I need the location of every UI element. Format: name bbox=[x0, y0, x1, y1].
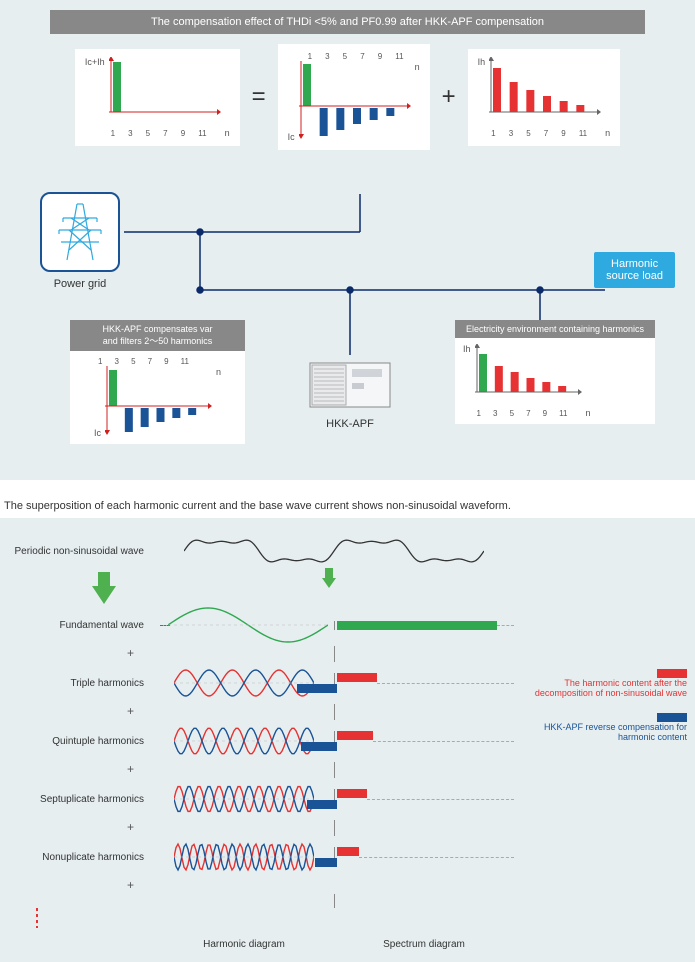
panel-title: The compensation effect of THDi <5% and … bbox=[50, 10, 645, 34]
legend-item: HKK-APF reverse compensation for harmoni… bbox=[527, 712, 687, 742]
apf-device-icon bbox=[300, 355, 400, 415]
harmonic-waveform bbox=[154, 784, 334, 814]
spectrum-cell bbox=[334, 847, 514, 867]
harmonic-row: Fundamental wave bbox=[14, 604, 681, 646]
spectrum-bar-comp bbox=[297, 684, 337, 693]
spectrum-cell bbox=[334, 731, 514, 751]
spectrum-bar bbox=[337, 789, 367, 798]
harmonic-waveform bbox=[154, 668, 334, 698]
plus-separator: + bbox=[14, 704, 154, 720]
sub-chart-right-title: Electricity environment containing harmo… bbox=[455, 320, 655, 338]
network-diagram: Power grid Harmonicsource load HKK-APF c… bbox=[10, 170, 685, 470]
legend-swatch bbox=[657, 713, 687, 722]
chart-harmonics: Ih1357911n bbox=[468, 49, 621, 146]
spectrum-cell bbox=[334, 789, 514, 809]
row-label: Nonuplicate harmonics bbox=[14, 852, 154, 863]
chart-result: Ic+Ih1357911n bbox=[75, 49, 240, 146]
pylon-icon bbox=[55, 200, 105, 264]
spectrum-bar bbox=[337, 621, 497, 630]
harmonic-waveform bbox=[154, 606, 334, 644]
sub-chart-left: 1357911Icn bbox=[70, 351, 245, 444]
plus-separator: + bbox=[14, 762, 154, 778]
harmonic-waveform bbox=[154, 726, 334, 756]
row-label: Septuplicate harmonics bbox=[14, 794, 154, 805]
spectrum-bar bbox=[337, 731, 373, 740]
spectrum-bar bbox=[337, 673, 377, 682]
spectrum-bar-comp bbox=[307, 800, 337, 809]
caption-harmonic-superposition: The superposition of each harmonic curre… bbox=[4, 500, 695, 512]
sub-chart-right: Ih1357911n bbox=[455, 338, 655, 424]
apf-compensation-panel: The compensation effect of THDi <5% and … bbox=[0, 0, 695, 480]
harmonic-row: Periodic non-sinusoidal wave bbox=[14, 530, 681, 572]
small-arrow-down bbox=[322, 568, 336, 588]
row-label: Fundamental wave bbox=[14, 620, 154, 631]
chart-compensation: 1357911Icn bbox=[278, 44, 430, 150]
power-grid-block: Power grid bbox=[40, 192, 120, 290]
sub-chart-left-title: HKK-APF compensates varand filters 2～50 … bbox=[70, 320, 245, 351]
apf-device-block: HKK-APF bbox=[300, 355, 400, 430]
legend-item: The harmonic content after the decomposi… bbox=[527, 668, 687, 698]
dashed-line bbox=[497, 625, 514, 626]
row-label: Triple harmonics bbox=[14, 678, 154, 689]
harmonic-row: Septuplicate harmonics bbox=[14, 778, 681, 820]
harmonic-decomposition-panel: Periodic non-sinusoidal wave Fundamental… bbox=[0, 518, 695, 962]
dashed-line bbox=[359, 857, 514, 858]
plus-sign: + bbox=[442, 83, 456, 111]
plus-separator: + bbox=[14, 820, 154, 836]
sub-chart-right-block: Electricity environment containing harmo… bbox=[455, 320, 655, 424]
spectrum-cell bbox=[334, 621, 514, 630]
row-label: Periodic non-sinusoidal wave bbox=[14, 546, 154, 557]
dash-continue bbox=[14, 908, 154, 931]
big-arrow-down bbox=[14, 572, 154, 604]
bottom-axis-labels: Harmonic diagram Spectrum diagram bbox=[14, 939, 681, 950]
dashed-line bbox=[367, 799, 514, 800]
power-grid-label: Power grid bbox=[40, 278, 120, 290]
plus-row-final: + bbox=[14, 878, 154, 894]
legend: The harmonic content after the decomposi… bbox=[527, 668, 687, 756]
dashed-line bbox=[373, 741, 514, 742]
apf-device-label: HKK-APF bbox=[300, 418, 400, 430]
harmonic-diagram-label: Harmonic diagram bbox=[154, 939, 334, 950]
dashed-line bbox=[377, 683, 514, 684]
spectrum-bar bbox=[337, 847, 359, 856]
sub-chart-left-block: HKK-APF compensates varand filters 2～50 … bbox=[70, 320, 245, 444]
harmonic-waveform bbox=[154, 842, 334, 872]
spectrum-diagram-label: Spectrum diagram bbox=[334, 939, 514, 950]
harmonic-row: Nonuplicate harmonics bbox=[14, 836, 681, 878]
equation-charts-row: Ic+Ih1357911n = 1357911Icn + Ih1357911n bbox=[10, 44, 685, 150]
spectrum-bar-comp bbox=[315, 858, 337, 867]
plus-separator: + bbox=[14, 646, 154, 662]
spectrum-bar-comp bbox=[301, 742, 337, 751]
harmonic-source-load: Harmonicsource load bbox=[594, 252, 675, 288]
spectrum-cell bbox=[334, 673, 514, 693]
row-label: Quintuple harmonics bbox=[14, 736, 154, 747]
legend-swatch bbox=[657, 669, 687, 678]
equals-sign: = bbox=[252, 83, 266, 111]
